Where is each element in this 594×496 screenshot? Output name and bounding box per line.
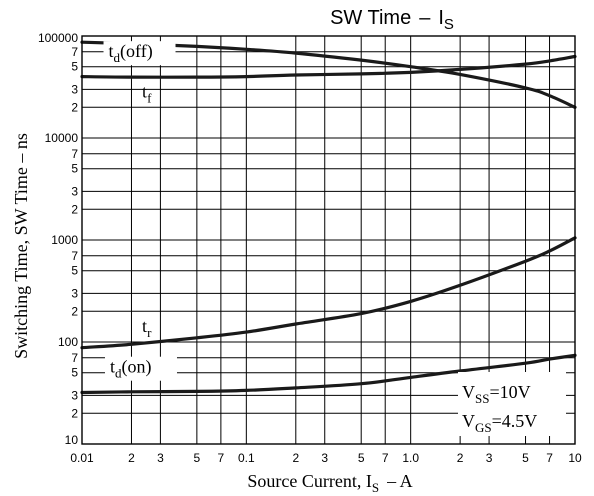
y-tick-label-20: 100000 — [38, 31, 78, 45]
y-tick-label-5: 100 — [58, 335, 78, 349]
y-tick-label-11: 2 — [71, 202, 78, 216]
x-tick-label-7: 3 — [321, 451, 328, 465]
y-tick-label-12: 3 — [71, 184, 78, 198]
y-tick-label-9: 7 — [71, 249, 78, 263]
x-tick-label-11: 2 — [457, 451, 464, 465]
series-label-tr: tr — [142, 316, 152, 340]
plot-frame — [81, 35, 576, 445]
y-tick-label-19: 7 — [71, 45, 78, 59]
x-tick-label-2: 3 — [157, 451, 164, 465]
y-tick-label-3: 5 — [71, 366, 78, 380]
y-tick-label-8: 5 — [71, 264, 78, 278]
annotation-vgs: VGS=4.5V — [462, 411, 537, 435]
x-tick-label-15: 10 — [568, 451, 582, 465]
chart-title-var: I — [438, 7, 444, 29]
x-tick-label-13: 5 — [522, 451, 529, 465]
y-tick-label-15: 10000 — [45, 131, 79, 145]
x-tick-label-8: 5 — [358, 451, 365, 465]
x-axis-label-sub: S — [372, 480, 379, 495]
y-tick-label-7: 3 — [71, 286, 78, 300]
y-tick-label-18: 5 — [71, 60, 78, 74]
series-tf-line — [80, 54, 577, 79]
x-tick-label-9: 7 — [382, 451, 389, 465]
x-axis-label-main: Source Current, I — [247, 471, 371, 491]
y-tick-label-16: 2 — [71, 100, 78, 114]
annotations: VSS=10V VGS=4.5V — [458, 372, 566, 436]
y-tick-label-13: 5 — [71, 162, 78, 176]
series-td-off-line — [80, 40, 577, 109]
y-tick-label-6: 2 — [71, 304, 78, 318]
series-label-td-on: td(on) — [110, 357, 152, 381]
series-label-td-off-bg — [103, 41, 176, 66]
y-tick-label-17: 3 — [71, 82, 78, 96]
y-tick-label-2: 3 — [71, 388, 78, 402]
chart-title: SW Time – IS — [330, 7, 454, 33]
y-tick-label-14: 7 — [71, 147, 78, 161]
x-tick-label-6: 2 — [292, 451, 299, 465]
series-label-td-on-bg — [104, 356, 177, 381]
x-tick-labels: 0.01 2 3 5 7 0.1 2 3 5 7 1.0 2 3 5 7 10 — [70, 451, 582, 465]
series-label-td-off: td(off) — [109, 41, 153, 65]
y-tick-label-4: 7 — [71, 351, 78, 365]
y-tick-label-1: 2 — [71, 406, 78, 420]
chart-title-main: SW Time — [330, 7, 411, 29]
x-tick-label-10: 1.0 — [402, 451, 419, 465]
x-tick-label-12: 3 — [486, 451, 493, 465]
curves — [80, 40, 577, 395]
annotation-bg — [458, 372, 566, 436]
chart-title-var-sub: S — [444, 16, 454, 33]
y-tick-label-0: 10 — [65, 433, 79, 447]
y-tick-label-10: 1000 — [51, 233, 78, 247]
x-tick-label-0: 0.01 — [70, 451, 94, 465]
annotation-vss: VSS=10V — [462, 382, 531, 406]
x-tick-label-5: 0.1 — [238, 451, 255, 465]
x-tick-label-14: 7 — [546, 451, 553, 465]
series-label-tf: tf — [142, 81, 152, 105]
x-axis-label-unit: – A — [386, 471, 413, 491]
y-axis-label: Switching Time, SW Time – ns — [11, 133, 31, 359]
chart-title-sep: – — [419, 7, 431, 29]
series-labels: td(off) tf tr td(on) — [103, 41, 177, 381]
x-axis-label: Source Current, IS – A — [247, 471, 412, 495]
series-tr-line — [80, 236, 577, 350]
x-tick-label-3: 5 — [194, 451, 201, 465]
x-tick-label-1: 2 — [128, 451, 135, 465]
series-td-on-line — [80, 353, 577, 395]
x-tick-label-4: 7 — [218, 451, 225, 465]
